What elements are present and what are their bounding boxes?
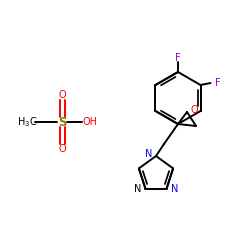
Text: O: O bbox=[58, 90, 66, 100]
Text: O: O bbox=[190, 105, 198, 115]
Text: O: O bbox=[58, 144, 66, 154]
Text: N: N bbox=[134, 184, 141, 194]
Text: S: S bbox=[58, 116, 66, 128]
Text: H$_3$C: H$_3$C bbox=[17, 115, 37, 129]
Text: N: N bbox=[170, 184, 178, 194]
Text: OH: OH bbox=[82, 117, 98, 127]
Text: N: N bbox=[144, 149, 152, 159]
Text: F: F bbox=[175, 53, 181, 63]
Text: F: F bbox=[215, 78, 220, 88]
